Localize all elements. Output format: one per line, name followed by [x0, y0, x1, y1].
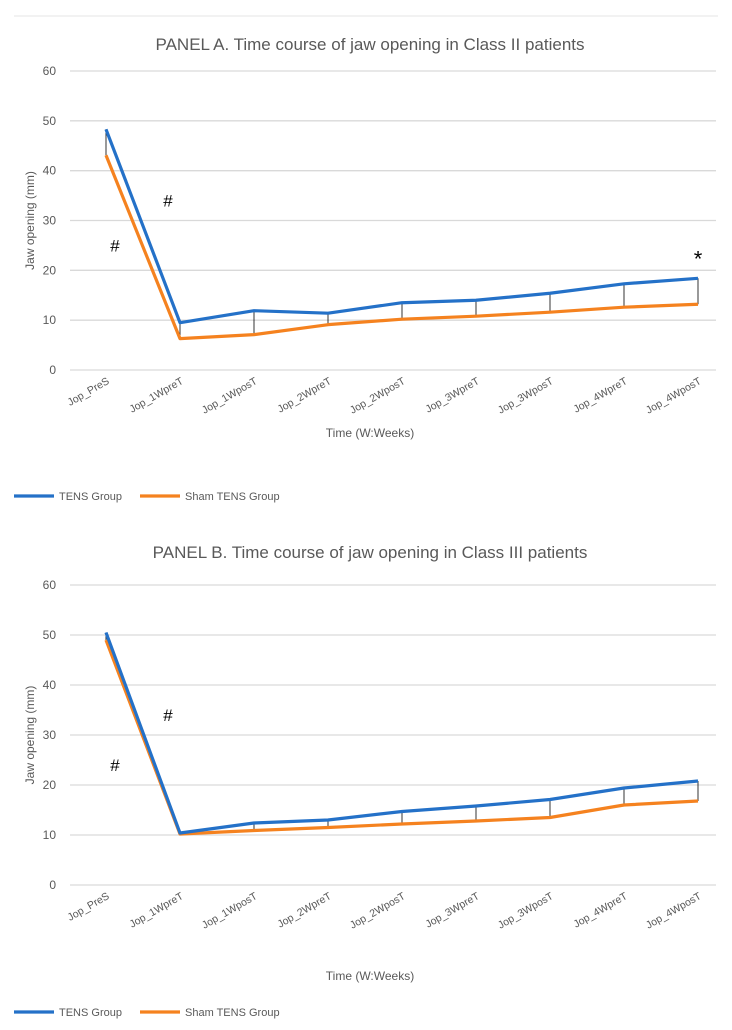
series-line-tens: [106, 129, 698, 322]
y-tick-label: 30: [43, 214, 57, 228]
y-tick-label: 40: [43, 164, 57, 178]
x-tick-label: Jop_1WposT: [200, 890, 260, 932]
y-tick-label: 0: [49, 363, 56, 377]
y-axis-label: Jaw opening (mm): [23, 171, 37, 270]
x-axis-label: Time (W:Weeks): [326, 969, 414, 983]
annotation-marker: *: [694, 246, 703, 271]
x-tick-label: Jop_2WpreT: [275, 890, 334, 931]
annotation-marker: #: [110, 236, 120, 255]
y-axis-label: Jaw opening (mm): [23, 686, 37, 785]
x-tick-label: Jop_2WpreT: [275, 375, 334, 416]
y-tick-label: 30: [43, 728, 57, 742]
x-tick-label: Jop_PreS: [66, 890, 112, 923]
x-tick-label: Jop_2WposT: [348, 375, 408, 417]
legend-label: TENS Group: [59, 1007, 122, 1019]
x-tick-label: Jop_4WposT: [644, 890, 704, 932]
annotation-marker: #: [110, 756, 120, 775]
series-line-sham: [106, 640, 698, 834]
legend-label: TENS Group: [59, 491, 122, 503]
y-tick-label: 50: [43, 628, 57, 642]
y-tick-label: 10: [43, 313, 57, 327]
x-tick-label: Jop_PreS: [66, 375, 112, 408]
x-tick-label: Jop_4WpreT: [571, 890, 630, 931]
x-tick-label: Jop_4WposT: [644, 375, 704, 417]
y-tick-label: 50: [43, 114, 57, 128]
chart-title: PANEL B. Time course of jaw opening in C…: [153, 543, 588, 562]
x-tick-label: Jop_3WpreT: [423, 890, 482, 931]
y-tick-label: 60: [43, 578, 57, 592]
legend-label: Sham TENS Group: [185, 491, 280, 503]
series-line-tens: [106, 633, 698, 834]
annotation-marker: #: [163, 192, 173, 211]
y-tick-label: 10: [43, 828, 57, 842]
panel-a: PANEL A. Time course of jaw opening in C…: [14, 35, 716, 503]
panel-b: PANEL B. Time course of jaw opening in C…: [14, 543, 716, 1019]
y-tick-label: 40: [43, 678, 57, 692]
legend-label: Sham TENS Group: [185, 1007, 280, 1019]
y-tick-label: 0: [49, 878, 56, 892]
x-tick-label: Jop_1WpreT: [127, 890, 186, 931]
chart-title: PANEL A. Time course of jaw opening in C…: [156, 35, 585, 54]
x-tick-label: Jop_2WposT: [348, 890, 408, 932]
x-axis-label: Time (W:Weeks): [326, 426, 414, 440]
annotation-marker: #: [163, 706, 173, 725]
y-tick-label: 60: [43, 64, 57, 78]
x-tick-label: Jop_3WposT: [496, 890, 556, 932]
x-tick-label: Jop_1WposT: [200, 375, 260, 417]
y-tick-label: 20: [43, 778, 57, 792]
x-tick-label: Jop_3WpreT: [423, 375, 482, 416]
x-tick-label: Jop_3WposT: [496, 375, 556, 417]
y-tick-label: 20: [43, 263, 57, 277]
x-tick-label: Jop_4WpreT: [571, 375, 630, 416]
x-tick-label: Jop_1WpreT: [127, 375, 186, 416]
